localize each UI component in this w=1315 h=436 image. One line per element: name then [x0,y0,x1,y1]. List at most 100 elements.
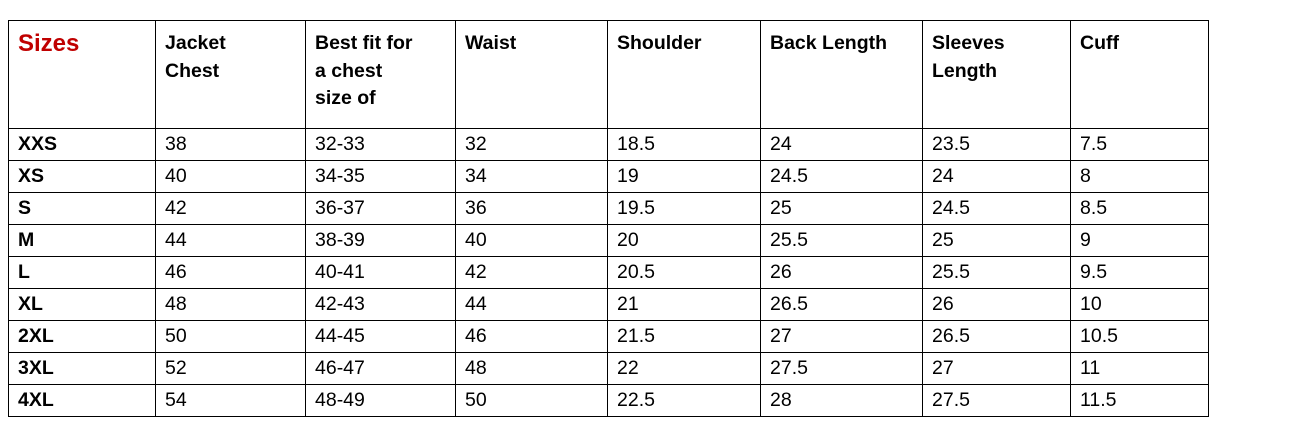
cell-cuff: 10.5 [1070,320,1209,353]
cell-shoulder: 19 [607,160,761,193]
cell-sleeves: 27.5 [922,384,1071,417]
cell-backlength: 24 [760,128,923,161]
size-chart-table: Sizes Jacket Chest Best fit for a chest size … [8,20,1209,417]
cell-waist: 40 [455,224,608,257]
column-header-line: Waist [465,32,517,54]
cell-shoulder: 21 [607,288,761,321]
cell-jacket: 52 [155,352,306,385]
column-header-line: Sizes [18,30,80,57]
cell-backlength: 27 [760,320,923,353]
table-row: L 46 40-41 42 20.5 26 25.5 9.5 [8,256,1209,289]
cell-sleeves: 25.5 [922,256,1071,289]
cell-backlength: 27.5 [760,352,923,385]
size-chart-container: Sizes Jacket Chest Best fit for a chest size … [8,20,1209,417]
table-row: M 44 38-39 40 20 25.5 25 9 [8,224,1209,257]
column-header-sleeves: Sleeves Length [922,20,1071,129]
cell-waist: 34 [455,160,608,193]
cell-bestfit: 38-39 [305,224,456,257]
cell-waist: 36 [455,192,608,225]
column-header-line: Length [932,59,997,82]
cell-size: XS [8,160,156,193]
column-header-line: a chest [315,59,383,82]
cell-backlength: 26 [760,256,923,289]
cell-jacket: 38 [155,128,306,161]
cell-bestfit: 34-35 [305,160,456,193]
table-header-row: Sizes Jacket Chest Best fit for a chest size … [8,20,1209,129]
cell-backlength: 24.5 [760,160,923,193]
cell-shoulder: 20.5 [607,256,761,289]
cell-waist: 48 [455,352,608,385]
table-row: 3XL 52 46-47 48 22 27.5 27 11 [8,352,1209,385]
cell-backlength: 25.5 [760,224,923,257]
cell-bestfit: 36-37 [305,192,456,225]
cell-sleeves: 24.5 [922,192,1071,225]
table-row: XL 48 42-43 44 21 26.5 26 10 [8,288,1209,321]
cell-shoulder: 22.5 [607,384,761,417]
cell-cuff: 11 [1070,352,1209,385]
cell-jacket: 54 [155,384,306,417]
cell-jacket: 42 [155,192,306,225]
cell-waist: 32 [455,128,608,161]
cell-jacket: 46 [155,256,306,289]
cell-cuff: 10 [1070,288,1209,321]
column-header-line: Chest [165,59,220,82]
table-row: 4XL 54 48-49 50 22.5 28 27.5 11.5 [8,384,1209,417]
column-header-cuff: Cuff [1070,20,1209,129]
column-header-line: Best fit for [315,32,413,54]
cell-shoulder: 19.5 [607,192,761,225]
cell-sleeves: 26.5 [922,320,1071,353]
cell-shoulder: 18.5 [607,128,761,161]
table-row: XXS 38 32-33 32 18.5 24 23.5 7.5 [8,128,1209,161]
cell-size: L [8,256,156,289]
cell-backlength: 25 [760,192,923,225]
cell-size: 3XL [8,352,156,385]
column-header-size: Sizes [8,20,156,129]
cell-size: S [8,192,156,225]
column-header-shoulder: Shoulder [607,20,761,129]
column-header-waist: Waist [455,20,608,129]
cell-cuff: 9.5 [1070,256,1209,289]
cell-cuff: 8 [1070,160,1209,193]
column-header-line: Shoulder [617,32,702,54]
cell-size: XXS [8,128,156,161]
column-header-bestfit: Best fit for a chest size of [305,20,456,129]
cell-jacket: 40 [155,160,306,193]
cell-backlength: 28 [760,384,923,417]
cell-shoulder: 22 [607,352,761,385]
cell-sleeves: 27 [922,352,1071,385]
table-row: XS 40 34-35 34 19 24.5 24 8 [8,160,1209,193]
column-header-line: Sleeves [932,32,1005,54]
cell-sleeves: 26 [922,288,1071,321]
table-row: 2XL 50 44-45 46 21.5 27 26.5 10.5 [8,320,1209,353]
cell-bestfit: 42-43 [305,288,456,321]
column-header-line: Cuff [1080,32,1119,54]
cell-waist: 42 [455,256,608,289]
cell-sleeves: 25 [922,224,1071,257]
cell-waist: 50 [455,384,608,417]
cell-bestfit: 40-41 [305,256,456,289]
cell-size: 2XL [8,320,156,353]
cell-jacket: 44 [155,224,306,257]
cell-sleeves: 24 [922,160,1071,193]
cell-jacket: 50 [155,320,306,353]
size-chart-body: Sizes Jacket Chest Best fit for a chest size … [8,20,1209,417]
cell-waist: 46 [455,320,608,353]
cell-waist: 44 [455,288,608,321]
cell-bestfit: 44-45 [305,320,456,353]
cell-jacket: 48 [155,288,306,321]
cell-shoulder: 21.5 [607,320,761,353]
cell-size: XL [8,288,156,321]
cell-size: 4XL [8,384,156,417]
column-header-jacket: Jacket Chest [155,20,306,129]
cell-backlength: 26.5 [760,288,923,321]
cell-cuff: 11.5 [1070,384,1209,417]
cell-bestfit: 48-49 [305,384,456,417]
cell-size: M [8,224,156,257]
cell-cuff: 7.5 [1070,128,1209,161]
cell-shoulder: 20 [607,224,761,257]
column-header-backlength: Back Length [760,20,923,129]
column-header-line: size of [315,87,376,110]
cell-bestfit: 46-47 [305,352,456,385]
cell-sleeves: 23.5 [922,128,1071,161]
column-header-line: Back Length [770,32,888,54]
